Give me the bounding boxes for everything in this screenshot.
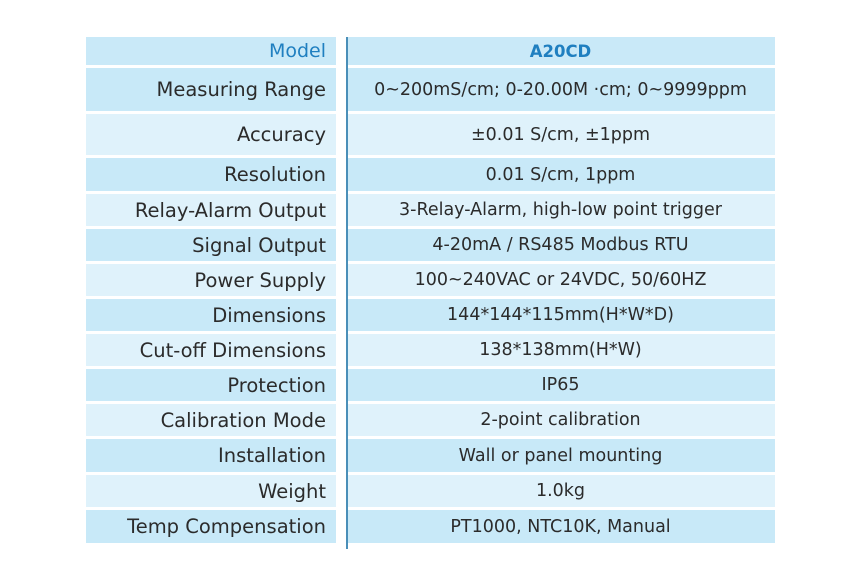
spec-value: 2-point calibration (346, 404, 775, 436)
spec-value: 0.01 S/cm, 1ppm (346, 158, 775, 191)
spec-row-weight: Weight 1.0kg (86, 475, 775, 507)
spec-label: Relay-Alarm Output (86, 194, 336, 226)
spec-label: Dimensions (86, 299, 336, 331)
spec-label: Temp Compensation (86, 510, 336, 543)
spec-label: Protection (86, 369, 336, 401)
column-divider (346, 37, 348, 549)
spec-row-resolution: Resolution 0.01 S/cm, 1ppm (86, 158, 775, 191)
spec-row-temp-compensation: Temp Compensation PT1000, NTC10K, Manual (86, 510, 775, 543)
spec-label: Measuring Range (86, 68, 336, 111)
header-label: Model (86, 37, 336, 65)
spec-value: PT1000, NTC10K, Manual (346, 510, 775, 543)
spec-label: Resolution (86, 158, 336, 191)
spec-label: Power Supply (86, 264, 336, 296)
spec-label: Installation (86, 439, 336, 472)
spec-header-row: Model A20CD (86, 37, 775, 65)
spec-value: 100~240VAC or 24VDC, 50/60HZ (346, 264, 775, 296)
spec-row-power-supply: Power Supply 100~240VAC or 24VDC, 50/60H… (86, 264, 775, 296)
spec-label: Signal Output (86, 229, 336, 261)
spec-value: 144*144*115mm(H*W*D) (346, 299, 775, 331)
spec-value: IP65 (346, 369, 775, 401)
spec-label: Accuracy (86, 114, 336, 155)
spec-table: Model A20CD Measuring Range 0~200mS/cm; … (86, 37, 775, 543)
spec-row-installation: Installation Wall or panel mounting (86, 439, 775, 472)
spec-row-calibration-mode: Calibration Mode 2-point calibration (86, 404, 775, 436)
column-gap (342, 37, 345, 549)
spec-row-dimensions: Dimensions 144*144*115mm(H*W*D) (86, 299, 775, 331)
spec-value: 4-20mA / RS485 Modbus RTU (346, 229, 775, 261)
spec-label: Cut-off Dimensions (86, 334, 336, 366)
spec-value: Wall or panel mounting (346, 439, 775, 472)
header-model-value: A20CD (346, 37, 775, 65)
spec-value: 1.0kg (346, 475, 775, 507)
spec-label: Calibration Mode (86, 404, 336, 436)
spec-row-measuring-range: Measuring Range 0~200mS/cm; 0-20.00M ·cm… (86, 68, 775, 111)
spec-value: 0~200mS/cm; 0-20.00M ·cm; 0~9999ppm (346, 68, 775, 111)
spec-value: 3-Relay-Alarm, high-low point trigger (346, 194, 775, 226)
spec-value: 138*138mm(H*W) (346, 334, 775, 366)
spec-row-signal-output: Signal Output 4-20mA / RS485 Modbus RTU (86, 229, 775, 261)
spec-value: ±0.01 S/cm, ±1ppm (346, 114, 775, 155)
spec-row-accuracy: Accuracy ±0.01 S/cm, ±1ppm (86, 114, 775, 155)
spec-row-protection: Protection IP65 (86, 369, 775, 401)
spec-row-cut-off-dimensions: Cut-off Dimensions 138*138mm(H*W) (86, 334, 775, 366)
spec-label: Weight (86, 475, 336, 507)
spec-row-relay-alarm-output: Relay-Alarm Output 3-Relay-Alarm, high-l… (86, 194, 775, 226)
